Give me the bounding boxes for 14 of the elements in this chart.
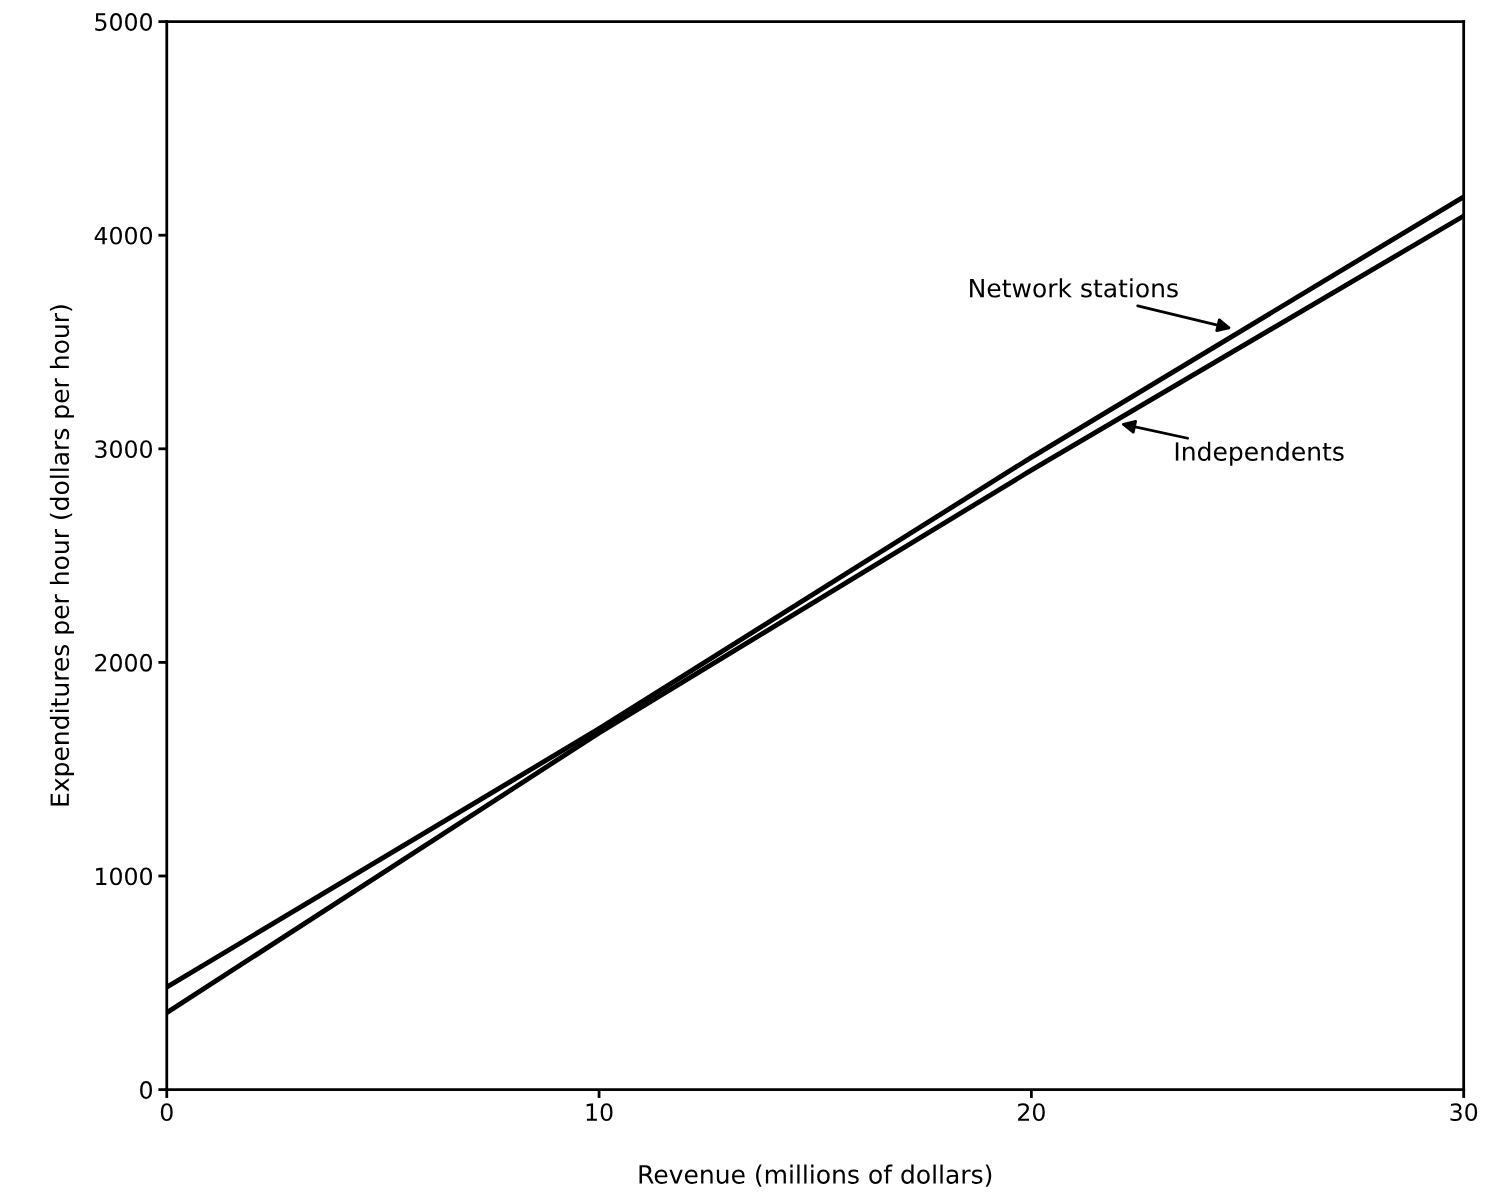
x-axis-title: Revenue (millions of dollars) <box>639 1164 992 1187</box>
annotation: Independents <box>1175 441 1344 466</box>
x-tick-label: 0 <box>160 1103 173 1122</box>
y-tick-label: 5000 <box>95 13 152 31</box>
annotation: Network stations <box>970 278 1178 298</box>
x-tick-label: 10 <box>586 1103 613 1122</box>
x-tick-label: 30 <box>1450 1103 1478 1122</box>
y-tick-label: 2000 <box>95 653 152 672</box>
y-tick-label: 0 <box>140 1081 153 1099</box>
y-tick-label: 4000 <box>94 226 152 245</box>
y-tick-label: 3000 <box>95 440 152 459</box>
y-tick-label: 1000 <box>96 867 152 886</box>
y-axis-title: Expenditures per hour (dollars per hour) <box>49 305 75 806</box>
x-tick-label: 20 <box>1018 1103 1045 1122</box>
